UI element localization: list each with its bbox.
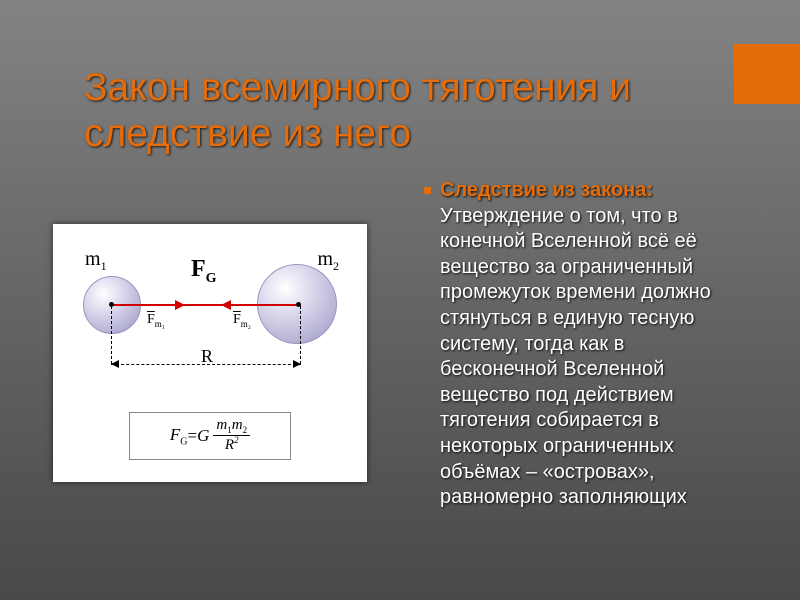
mass-label-2: m2 xyxy=(317,248,339,274)
slide: Закон всемирного тяготения и следствие и… xyxy=(0,0,800,600)
r-cap-left-icon xyxy=(111,360,119,368)
r-vertical-right xyxy=(300,306,301,364)
bullet-icon xyxy=(424,187,431,194)
body-text: Следствие из закона: Утверждение о том, … xyxy=(440,178,730,511)
r-vertical-left xyxy=(111,306,112,364)
spheres-area: m1 m2 FG Fm₁ Fm₂ xyxy=(83,254,337,384)
formula: FG = G m1m2 R2 xyxy=(129,412,291,460)
accent-bar xyxy=(734,44,800,104)
gravitation-figure: m1 m2 FG Fm₁ Fm₂ xyxy=(53,224,367,482)
paragraph-text: Утверждение о том, что в конечной Вселен… xyxy=(440,205,711,509)
force-label: FG xyxy=(191,256,217,287)
slide-title: Закон всемирного тяготения и следствие и… xyxy=(84,65,704,157)
r-cap-right-icon xyxy=(293,360,301,368)
arrow-left-icon xyxy=(221,300,231,310)
arrow-right-icon xyxy=(175,300,185,310)
force-vector-label-1: Fm₁ xyxy=(147,312,165,329)
force-line xyxy=(111,304,301,306)
distance-label: R xyxy=(201,346,213,367)
mass-label-1: m1 xyxy=(85,248,107,274)
force-vector-label-2: Fm₂ xyxy=(233,312,251,329)
lead-text: Следствие из закона: xyxy=(440,179,653,201)
